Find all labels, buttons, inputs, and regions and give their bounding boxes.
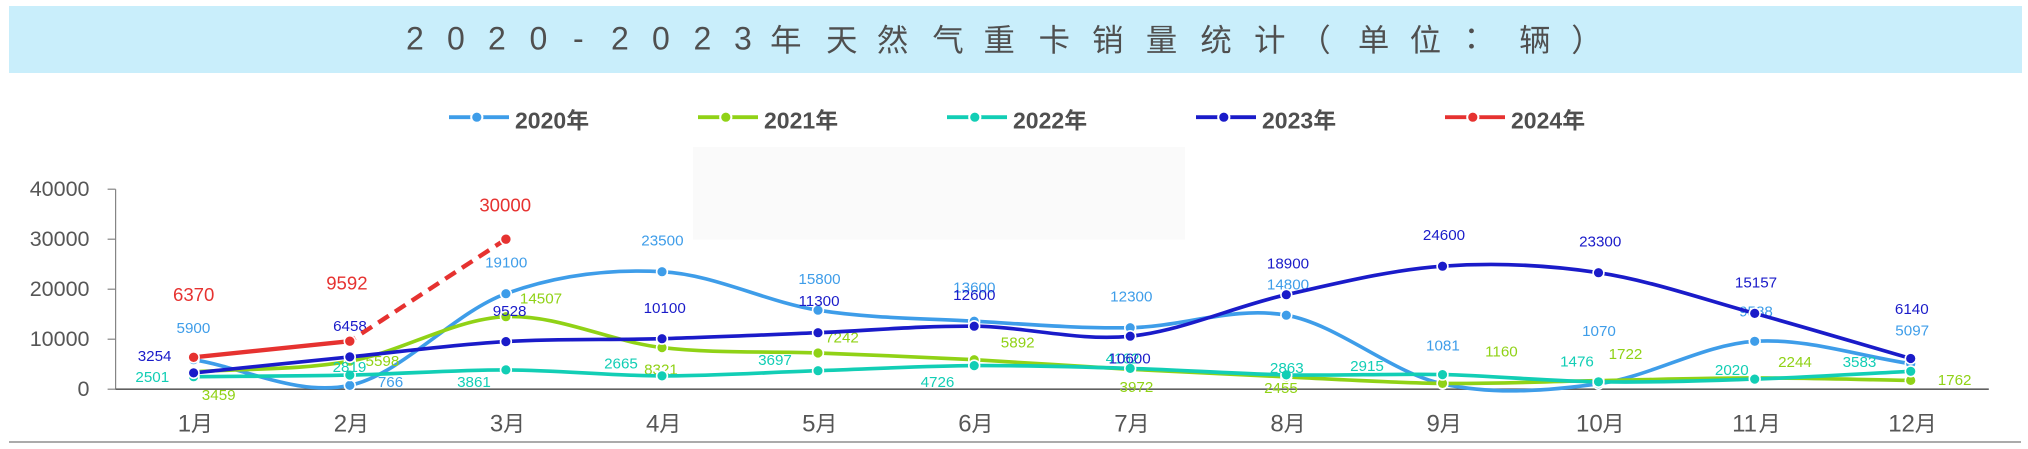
- svg-text:10: 10: [1576, 410, 1603, 437]
- svg-text:11300: 11300: [798, 293, 839, 310]
- svg-text:0: 0: [447, 21, 465, 57]
- svg-text:6370: 6370: [173, 284, 214, 305]
- svg-text:2020: 2020: [1715, 362, 1749, 379]
- svg-text:10600: 10600: [1108, 351, 1150, 368]
- svg-text:10000: 10000: [30, 327, 90, 351]
- svg-text:1476: 1476: [1560, 354, 1594, 371]
- svg-text:0: 0: [530, 21, 548, 57]
- svg-text:4: 4: [646, 410, 659, 437]
- svg-text:3459: 3459: [202, 387, 236, 404]
- svg-text:0: 0: [652, 21, 670, 57]
- svg-text:30000: 30000: [479, 194, 531, 215]
- svg-text:20000: 20000: [30, 277, 90, 301]
- svg-text:10100: 10100: [644, 300, 686, 317]
- svg-text:2022: 2022: [1013, 108, 1064, 134]
- svg-text:5598: 5598: [366, 353, 400, 370]
- svg-text:5097: 5097: [1895, 323, 1929, 340]
- svg-text:11: 11: [1732, 410, 1757, 437]
- svg-text:2: 2: [334, 410, 347, 437]
- svg-text:2819: 2819: [333, 359, 367, 376]
- svg-text:3697: 3697: [758, 352, 792, 369]
- svg-text:14507: 14507: [520, 291, 562, 308]
- svg-text:2021: 2021: [764, 108, 815, 134]
- svg-text:6140: 6140: [1895, 301, 1929, 318]
- svg-text:2: 2: [488, 21, 506, 57]
- svg-text:1081: 1081: [1426, 338, 1460, 355]
- svg-text:12600: 12600: [953, 287, 995, 304]
- svg-text:2244: 2244: [1778, 354, 1812, 371]
- svg-text:2455: 2455: [1264, 380, 1298, 397]
- svg-text:766: 766: [378, 374, 403, 391]
- svg-text:2: 2: [406, 21, 424, 57]
- svg-text:12300: 12300: [1110, 289, 1152, 306]
- svg-text:2863: 2863: [1270, 360, 1304, 377]
- svg-text:8: 8: [1270, 410, 1283, 437]
- svg-text:2020: 2020: [515, 108, 566, 134]
- svg-text:1070: 1070: [1582, 323, 1616, 340]
- svg-text:3583: 3583: [1843, 354, 1877, 371]
- svg-text:13600: 13600: [953, 279, 995, 296]
- svg-text:1722: 1722: [1609, 346, 1643, 363]
- svg-text:5892: 5892: [1001, 335, 1035, 352]
- svg-text:-: -: [573, 21, 584, 57]
- svg-text:9592: 9592: [326, 272, 367, 293]
- svg-text:6458: 6458: [333, 318, 367, 335]
- svg-text:2915: 2915: [1350, 358, 1384, 375]
- svg-text:40000: 40000: [30, 177, 90, 201]
- svg-text:23300: 23300: [1579, 234, 1621, 251]
- svg-text:14800: 14800: [1267, 276, 1309, 293]
- svg-text:3254: 3254: [138, 348, 172, 365]
- svg-text:2665: 2665: [604, 355, 638, 372]
- svg-text:2023: 2023: [1262, 108, 1313, 134]
- svg-text:7: 7: [1114, 410, 1127, 437]
- svg-text:2024: 2024: [1511, 108, 1562, 134]
- svg-text:6: 6: [958, 410, 971, 437]
- svg-text:0: 0: [78, 377, 90, 401]
- svg-text:3861: 3861: [457, 374, 491, 391]
- svg-text:30000: 30000: [30, 227, 90, 251]
- svg-text:3972: 3972: [1120, 379, 1154, 396]
- svg-text:15800: 15800: [798, 271, 840, 288]
- svg-text:9528: 9528: [493, 303, 527, 320]
- svg-text:4162: 4162: [1106, 350, 1140, 367]
- svg-text:24600: 24600: [1423, 227, 1465, 244]
- svg-text:2501: 2501: [135, 369, 169, 386]
- svg-text:18900: 18900: [1267, 255, 1309, 272]
- svg-text:2: 2: [611, 21, 629, 57]
- svg-text:3: 3: [490, 410, 503, 437]
- svg-text:23500: 23500: [641, 233, 683, 250]
- svg-text:3: 3: [734, 21, 752, 57]
- svg-text:12: 12: [1888, 410, 1915, 437]
- svg-text:1160: 1160: [1485, 344, 1518, 361]
- svg-text:15157: 15157: [1735, 275, 1777, 292]
- svg-text:19100: 19100: [485, 255, 527, 272]
- svg-text:5: 5: [802, 410, 815, 437]
- svg-text:9: 9: [1427, 410, 1440, 437]
- svg-text:5900: 5900: [177, 320, 211, 337]
- svg-text:2: 2: [694, 21, 712, 57]
- svg-text:1: 1: [178, 410, 191, 437]
- svg-text:1762: 1762: [1938, 372, 1972, 389]
- svg-text:4726: 4726: [921, 374, 955, 391]
